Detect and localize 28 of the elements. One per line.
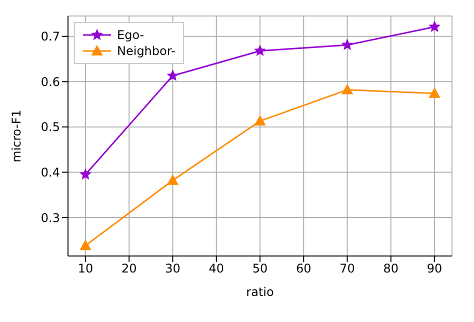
y-tick-label: 0.7 [40, 30, 60, 44]
point [167, 70, 178, 80]
x-tick-label: 90 [426, 262, 442, 276]
point [254, 116, 266, 126]
point [167, 174, 178, 185]
y-tick-label: 0.3 [40, 210, 60, 225]
x-tick-label: 60 [296, 262, 312, 276]
x-tick-label: 30 [165, 262, 180, 276]
point [342, 84, 353, 94]
y-tick-label: 0.5 [40, 120, 60, 134]
x-tick-label: 80 [383, 262, 399, 276]
point [80, 240, 91, 250]
legend-label: Ego- [117, 28, 144, 42]
point [80, 168, 91, 180]
x-tick-label: 20 [121, 262, 137, 276]
x-tick-label: 40 [208, 262, 224, 276]
point [254, 45, 266, 56]
point [342, 39, 353, 50]
y-axis-title: micro-F1 [9, 110, 24, 162]
x-tick-label: 70 [340, 262, 355, 276]
legend-label: Neighbor- [117, 44, 176, 58]
x-tick-label: 10 [78, 262, 94, 276]
point [429, 21, 440, 32]
y-tick-label: 0.6 [40, 74, 60, 89]
point [429, 88, 440, 98]
x-axis-title: ratio [246, 285, 274, 299]
y-tick-label: 0.4 [40, 165, 60, 180]
x-tick-label: 50 [252, 262, 268, 276]
